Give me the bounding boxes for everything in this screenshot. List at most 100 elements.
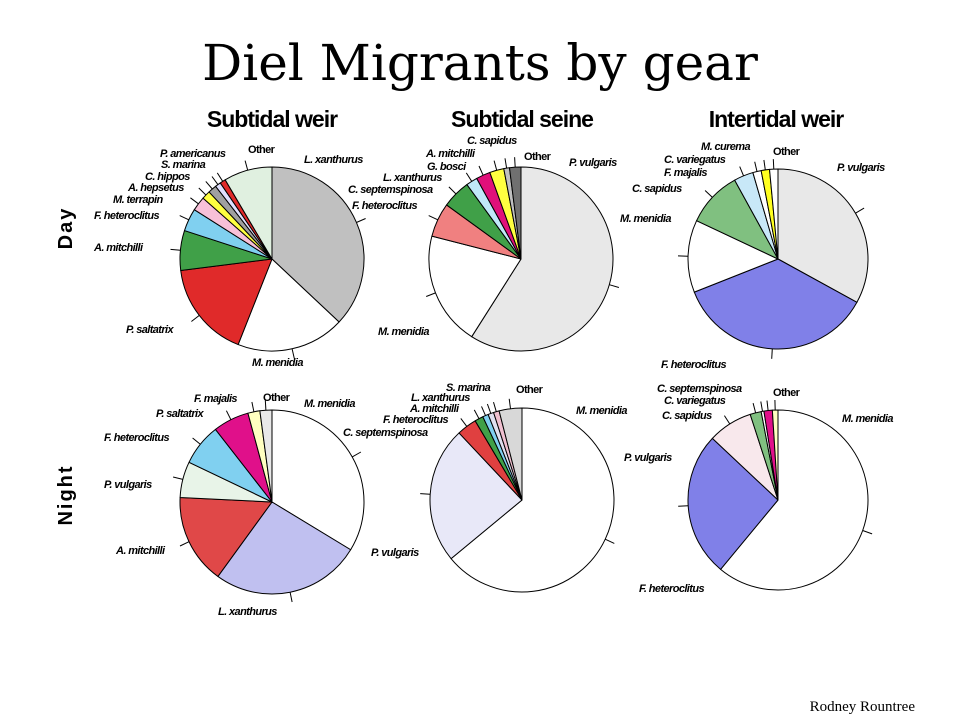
pie-slice-m-menidia xyxy=(720,409,869,591)
slice-label-c-sapidus: C. sapidus xyxy=(467,135,517,147)
pie-slice-other xyxy=(224,166,273,260)
leader-line xyxy=(460,418,468,427)
slice-label-a-mitchilli: A. mitchilli xyxy=(93,242,144,254)
leader-line xyxy=(198,187,207,196)
leader-line xyxy=(678,505,689,507)
slice-label-c-sapidus: C. sapidus xyxy=(662,410,712,422)
leader-line xyxy=(604,538,615,544)
slice-label-p-vulgaris: P. vulgaris xyxy=(104,479,152,491)
pie-slice-other xyxy=(498,407,523,501)
leader-line xyxy=(225,410,232,420)
leader-line xyxy=(216,172,224,182)
pie-slice-m-menidia xyxy=(271,409,365,551)
pie-slice-l-xanthurus xyxy=(271,166,365,323)
leader-line xyxy=(514,157,516,168)
leader-line xyxy=(504,158,508,169)
slice-label-f-majalis: F. majalis xyxy=(664,167,707,179)
pie-slice-other xyxy=(259,409,273,503)
slice-label-other: Other xyxy=(248,144,276,156)
leader-line xyxy=(244,160,249,171)
pie-night-subtidal-seine: M. menidia P. vulgaris C. septemspinosaF. … xyxy=(343,382,628,593)
slice-label-g-bosci: G. bosci xyxy=(427,161,467,173)
slice-label-a-mitchilli: A. mitchilli xyxy=(425,148,476,160)
leader-line xyxy=(723,415,731,425)
slice-label-c-hippos: C. hippos xyxy=(145,171,190,183)
slice-label-s-marina: S. marina xyxy=(161,159,206,171)
slice-label-f-heteroclitus: F. heteroclitus xyxy=(94,210,159,222)
pie-slice-m-menidia xyxy=(450,407,615,593)
slice-label-other: Other xyxy=(524,151,552,163)
slice-label-other: Other xyxy=(773,387,801,399)
pie-night-subtidal-weir: M. menidia L. xanthurus A. mitchilli P. vul… xyxy=(104,392,365,618)
leader-line xyxy=(763,159,766,170)
leader-line xyxy=(356,218,366,223)
leader-line xyxy=(704,190,713,198)
leader-line xyxy=(752,402,757,413)
leader-line xyxy=(481,406,486,416)
leader-line xyxy=(192,437,201,445)
leader-line xyxy=(862,530,873,535)
pie-day-subtidal-seine: P. vulgaris M. menidia F. heteroclitus C. s… xyxy=(348,135,620,352)
leader-line xyxy=(754,161,758,172)
slice-label-p-saltatrix: P. saltatrix xyxy=(126,324,175,336)
credit-text: Rodney Rountree xyxy=(810,699,916,715)
slice-label-l-xanthurus: L. xanthurus xyxy=(383,172,442,184)
pie-day-subtidal-weir: L. xanthurus M. menidia P. saltatrix A. mit… xyxy=(93,144,366,369)
column-header-subtidal-weir: Subtidal weir xyxy=(207,106,338,132)
pie-slice-p-vulgaris xyxy=(777,168,869,303)
pie-slice-p-vulgaris xyxy=(471,166,614,352)
pie-slice-a-mitchilli xyxy=(179,496,273,577)
leader-line xyxy=(493,160,498,171)
slice-label-c-sapidus: C. sapidus xyxy=(632,183,682,195)
row-label-day: Day xyxy=(55,207,77,250)
leader-line xyxy=(205,181,213,190)
leader-line xyxy=(473,409,480,419)
leader-line xyxy=(739,166,745,177)
pie-slice-m-menidia xyxy=(428,235,522,338)
leader-line xyxy=(251,401,255,412)
pie-night-intertidal-weir: M. menidia F. heteroclitus P. vulgaris C. s… xyxy=(624,383,894,595)
slice-label-m-menidia: M. menidia xyxy=(576,405,627,417)
leader-line xyxy=(855,207,865,214)
slice-label-l-xanthurus: L. xanthurus xyxy=(411,392,470,404)
column-header-subtidal-seine: Subtidal seine xyxy=(451,106,593,132)
slice-label-other: Other xyxy=(516,384,544,396)
slice-label-p-vulgaris: P. vulgaris xyxy=(371,547,419,559)
slice-label-f-heteroclitus: F. heteroclitus xyxy=(352,200,417,212)
pie-slice-m-menidia xyxy=(687,220,779,293)
leader-line xyxy=(486,403,492,414)
slice-label-p-saltatrix: P. saltatrix xyxy=(156,408,205,420)
slice-label-p-americanus: P. americanus xyxy=(160,148,226,160)
slice-label-m-menidia: M. menidia xyxy=(620,213,671,225)
slice-label-other: Other xyxy=(773,146,801,158)
slide-title: Diel Migrants by gear xyxy=(202,34,758,92)
leader-line xyxy=(448,186,457,195)
leader-line xyxy=(179,215,190,221)
leader-line xyxy=(478,165,484,176)
leader-line xyxy=(170,248,181,251)
slice-label-c-septemspinosa: C. septemspinosa xyxy=(348,184,433,196)
pie-day-intertidal-weir: P. vulgaris F. heteroclitus M. menidia C. s… xyxy=(620,141,886,371)
column-header-intertidal-weir: Intertidal weir xyxy=(709,106,845,132)
slice-label-c-variegatus: C. variegatus xyxy=(664,395,726,407)
pie-charts: L. xanthurus M. menidia P. saltatrix A. mit… xyxy=(93,135,894,618)
row-label-night: Night xyxy=(55,464,77,525)
slice-label-c-septemspinosa: C. septemspinosa xyxy=(657,383,742,395)
leader-line xyxy=(420,493,431,495)
leader-line xyxy=(609,284,620,288)
leader-line xyxy=(211,176,219,185)
leader-line xyxy=(264,400,267,411)
pie-slice-p-saltatrix xyxy=(180,258,273,346)
slice-label-a-mitchilli: A. mitchilli xyxy=(115,545,166,557)
leader-line xyxy=(508,398,511,409)
leader-line xyxy=(172,476,183,480)
slice-label-m-curema: M. curema xyxy=(701,141,750,153)
pie-slice-f-heteroclitus xyxy=(687,437,779,570)
pie-slice-other xyxy=(771,409,779,501)
slice-label-m-menidia: M. menidia xyxy=(252,357,303,369)
leader-line xyxy=(351,451,362,458)
slice-label-c-variegatus: C. variegatus xyxy=(664,154,726,166)
leader-line xyxy=(772,159,775,170)
slice-label-s-marina: S. marina xyxy=(446,382,491,394)
